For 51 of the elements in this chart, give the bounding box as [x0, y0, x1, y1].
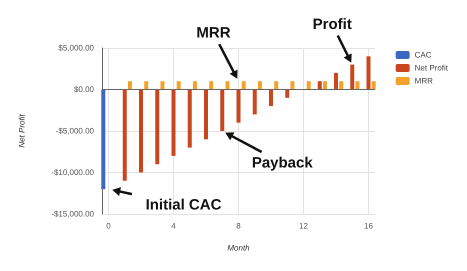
bar	[242, 81, 246, 90]
legend-label: Net Profit	[414, 64, 449, 72]
bar	[285, 90, 290, 98]
bar	[220, 90, 224, 131]
bar	[172, 90, 176, 156]
bar	[155, 90, 160, 164]
bar	[188, 90, 192, 148]
y-tick-label: -$10,000.00	[51, 168, 95, 177]
bar	[355, 81, 360, 90]
legend-label: MRR	[414, 76, 434, 86]
bar	[366, 56, 370, 90]
annotation: MRR	[196, 24, 231, 42]
y-tick-label: $0.00	[74, 85, 95, 94]
bar	[176, 81, 181, 90]
annotation: Payback	[252, 154, 314, 172]
x-tick-label: 8	[236, 222, 242, 230]
y-tick-label: -$15,000.00	[51, 210, 95, 218]
bar	[350, 64, 354, 90]
bar	[269, 90, 273, 106]
bar	[372, 81, 376, 90]
x-tick-label: 16	[364, 222, 374, 230]
y-axis-title: Net Profit	[18, 114, 26, 148]
bar	[192, 81, 197, 90]
bar	[139, 90, 143, 172]
bar	[209, 81, 214, 90]
bar	[322, 81, 327, 90]
bar	[204, 90, 208, 140]
bar	[334, 72, 338, 90]
y-tick-label: -$5,000.00	[56, 126, 95, 136]
x-tick-label: 0	[106, 222, 112, 230]
bar	[274, 81, 278, 90]
bar	[290, 81, 294, 90]
bar	[258, 81, 262, 90]
legend-label: CAC	[414, 50, 432, 60]
bar	[252, 90, 257, 114]
bar	[318, 81, 322, 90]
bar	[236, 90, 240, 123]
annotation: Profit	[312, 16, 352, 34]
bar	[225, 81, 230, 90]
bar	[128, 81, 132, 90]
bar	[122, 90, 127, 181]
bar	[144, 81, 148, 90]
x-axis-title: Month	[227, 244, 250, 252]
x-tick-label: 12	[299, 222, 308, 230]
bar	[160, 81, 164, 90]
y-tick-label: $5,000.00	[58, 44, 95, 52]
bar	[339, 81, 344, 90]
bar	[101, 90, 106, 190]
annotation: Initial CAC	[146, 196, 222, 214]
bar	[306, 81, 311, 90]
x-tick-label: 4	[171, 222, 176, 230]
